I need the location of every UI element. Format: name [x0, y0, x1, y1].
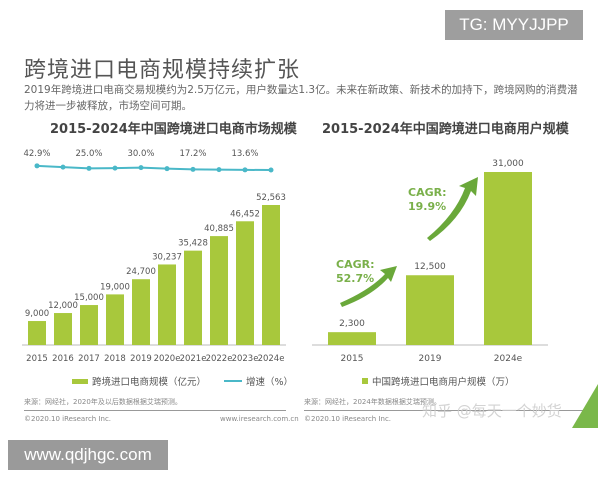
x-tick-2022e: 2022e — [206, 354, 233, 364]
growth-line — [36, 164, 272, 171]
growth-point-2015 — [34, 163, 40, 169]
user-x-tick-2019: 2019 — [419, 354, 442, 364]
growth-point-2023e — [242, 167, 248, 173]
x-tick-2021e: 2021e — [180, 354, 207, 364]
left-copyright: ©2020.10 iResearch Inc. — [24, 415, 112, 423]
x-tick-2016: 2016 — [52, 354, 74, 364]
left-divider — [24, 410, 286, 411]
left-chart-title: 2015-2024年中国跨境进口电商市场规模 — [50, 122, 297, 137]
bar-label-2018: 19,000 — [100, 282, 130, 292]
right-copyright: ©2020.10 iResearch Inc. — [304, 415, 392, 423]
bar-2023e — [236, 221, 254, 345]
bar-2024e — [262, 205, 280, 345]
growth-point-2021e — [190, 166, 196, 172]
legend-line-swatch — [224, 380, 243, 382]
bar-label-2022e: 40,885 — [204, 224, 234, 234]
bar-label-2020e: 30,237 — [152, 252, 182, 262]
user-bar-2024e — [484, 172, 532, 345]
legend-bar-label: 跨境进口电商规模（亿元） — [92, 377, 207, 388]
corner-logo-decoration — [572, 384, 598, 428]
cagr-label-1: CAGR: — [336, 258, 374, 271]
growth-point-2022e — [216, 167, 222, 173]
user-bar-2015 — [328, 332, 376, 345]
legend-bar-swatch — [362, 378, 368, 384]
growth-label-2019: 30.0% — [127, 149, 154, 159]
growth-point-2018 — [112, 165, 118, 171]
x-tick-2017: 2017 — [78, 354, 100, 364]
cagr-label-2: CAGR: — [408, 186, 446, 199]
x-tick-2024e: 2024e — [258, 354, 285, 364]
growth-point-2016 — [60, 164, 66, 170]
growth-point-2024e — [268, 167, 274, 173]
legend-line-label: 增速（%） — [246, 377, 294, 388]
description: 2019年跨境进口电商交易规模约为2.5万亿元，用户数量达1.3亿。未来在新政策… — [24, 84, 578, 112]
cagr-arrow-1 — [340, 266, 397, 307]
x-tick-2023e: 2023e — [232, 354, 259, 364]
left-website: www.iresearch.com.cn — [220, 415, 299, 423]
growth-point-2017 — [86, 165, 92, 171]
legend-bar-label: 中国跨境进口电商用户规模（万） — [372, 377, 515, 388]
user-bar-label-2019: 12,500 — [414, 262, 446, 272]
x-tick-2018: 2018 — [104, 354, 126, 364]
right-chart-title: 2015-2024年中国跨境进口电商用户规模 — [322, 122, 569, 137]
cagr-value-1: 52.7% — [336, 272, 374, 285]
bar-label-2024e: 52,563 — [256, 193, 286, 203]
right-source: 来源：网经社，2024年数据根据艾瑞预测。 — [304, 398, 441, 406]
growth-label-2015: 42.9% — [23, 149, 50, 159]
bar-label-2016: 12,000 — [48, 301, 78, 311]
bar-label-2021e: 35,428 — [178, 239, 208, 249]
page-title: 跨境进口电商规模持续扩张 — [24, 58, 301, 83]
bar-2016 — [54, 313, 72, 345]
watermark-tg: TG: MYYJJPP — [445, 10, 583, 40]
cagr-value-2: 19.9% — [408, 200, 446, 213]
bar-label-2017: 15,000 — [74, 293, 104, 303]
bar-2021e — [184, 250, 202, 345]
x-tick-2020e: 2020e — [154, 354, 181, 364]
bar-2017 — [80, 305, 98, 345]
bar-label-2019: 24,700 — [126, 267, 156, 277]
x-tick-2015: 2015 — [26, 354, 48, 364]
right-divider — [304, 410, 584, 411]
user-bar-label-2024e: 31,000 — [492, 159, 524, 169]
watermark-zhihu: 知乎 @每天一个妙货 — [422, 402, 562, 420]
left-legend: 跨境进口电商规模（亿元） 增速（%） — [72, 374, 293, 388]
user-x-tick-2015: 2015 — [341, 354, 364, 364]
right-legend: 中国跨境进口电商用户规模（万） — [362, 374, 515, 388]
user-x-tick-2024e: 2024e — [494, 354, 523, 364]
growth-label-2023e: 13.6% — [231, 149, 258, 159]
cagr-arrow-2 — [427, 177, 478, 241]
bar-2018 — [106, 294, 124, 345]
x-tick-2019: 2019 — [130, 354, 152, 364]
growth-label-2021e: 17.2% — [179, 149, 206, 159]
user-bar-2019 — [406, 275, 454, 345]
growth-point-2020e — [164, 166, 170, 172]
bar-label-2023e: 46,452 — [230, 209, 260, 219]
growth-label-2017: 25.0% — [75, 149, 102, 159]
user-bar-label-2015: 2,300 — [339, 319, 365, 329]
bar-2019 — [132, 279, 150, 345]
watermark-site: www.qdjhgc.com — [8, 440, 168, 470]
left-source: 来源：网经社，2020年及以后数据根据艾瑞预测。 — [24, 398, 182, 406]
growth-point-2019 — [138, 165, 144, 171]
legend-bar-swatch — [72, 378, 88, 384]
bar-2022e — [210, 236, 228, 345]
bar-2020e — [158, 264, 176, 345]
bar-label-2015: 9,000 — [25, 309, 49, 319]
bar-2015 — [28, 321, 46, 345]
